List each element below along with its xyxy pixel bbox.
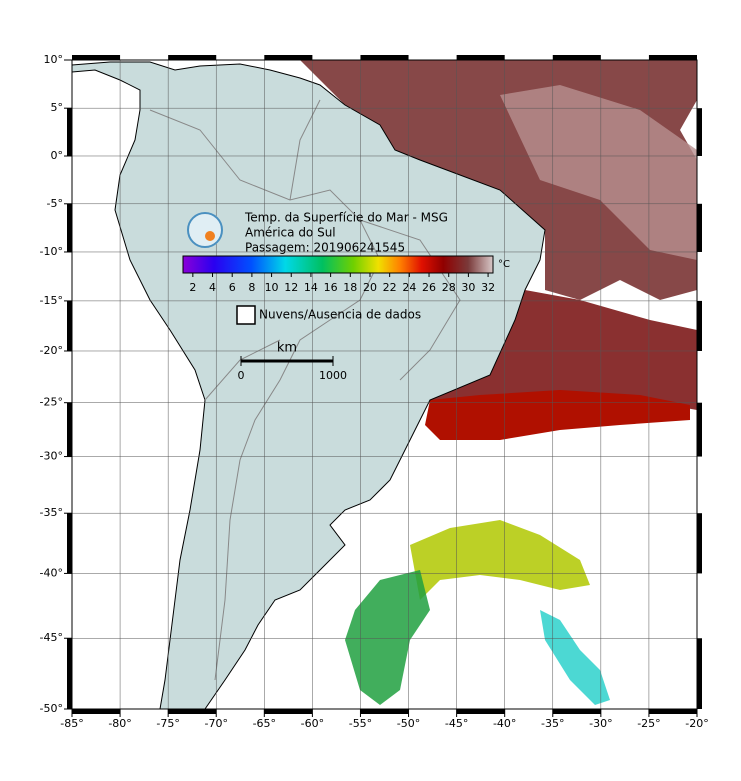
colorbar-ticks: 2 4 6 8 10 12 14 16 18 20 22 24 26 28 30 32: [189, 273, 495, 294]
y-tick-label: 0°: [51, 149, 64, 162]
frame-segment: [168, 55, 217, 60]
colorbar-tick-label: 24: [402, 281, 416, 294]
legend-label: Nuvens/Ausencia de dados: [259, 308, 421, 322]
frame-segment: [697, 108, 702, 156]
colorbar-tick-label: 32: [481, 281, 495, 294]
y-tick-label: -45°: [40, 631, 63, 644]
sst-north-light: [500, 85, 697, 260]
frame-segment: [264, 709, 313, 714]
x-tick-label: -65°: [253, 717, 276, 730]
frame-segment: [72, 709, 121, 714]
x-tick-label: -30°: [589, 717, 612, 730]
frame-segment: [456, 55, 505, 60]
y-tick-label: -50°: [40, 702, 63, 715]
map-content: [72, 60, 697, 709]
frame-segment: [67, 300, 72, 351]
x-tick-label: -75°: [156, 717, 179, 730]
borders: [149, 99, 461, 681]
frame-segment: [67, 402, 72, 457]
y-tick-label: -35°: [40, 506, 63, 519]
frame-segment: [67, 638, 72, 709]
colorbar-tick-label: 20: [363, 281, 377, 294]
colorbar-tick-label: 4: [209, 281, 216, 294]
map-frame: [71, 59, 698, 710]
x-tick-label: -20°: [685, 717, 708, 730]
axes: -85° -80° -75° -70° -65° -60° -55° -50° -45° -40°…: [40, 53, 709, 730]
frame-segment: [168, 709, 217, 714]
frame-segment: [264, 55, 313, 60]
colorbar-tick-label: 2: [189, 281, 196, 294]
frame-segment: [697, 300, 702, 351]
colorbar: [182, 255, 494, 274]
y-tick-label: -30°: [40, 450, 63, 463]
y-tick-label: 5°: [51, 101, 64, 114]
colorbar-tick-label: 30: [461, 281, 475, 294]
map-title: Temp. da Superfície do Mar - MSG: [244, 211, 448, 225]
colorbar-tick-label: 8: [248, 281, 255, 294]
x-tick-label: -80°: [108, 717, 131, 730]
frame-segment: [456, 709, 505, 714]
x-tick-label: -25°: [637, 717, 660, 730]
scale-tick-label: 1000: [319, 369, 347, 382]
colorbar-tick-label: 10: [265, 281, 279, 294]
sst-south-patch: [410, 520, 590, 600]
x-tick-label: -50°: [397, 717, 420, 730]
colorbar-tick-label: 14: [304, 281, 318, 294]
frame-segment: [552, 55, 601, 60]
sst-south-cyan: [540, 610, 610, 705]
frame-segment: [697, 203, 702, 252]
sst-south-green: [345, 570, 430, 705]
colorbar-tick-label: 12: [284, 281, 298, 294]
frame-segment: [360, 55, 409, 60]
colorbar-tick-label: 26: [422, 281, 436, 294]
y-tick-label: -20°: [40, 344, 63, 357]
x-tick-label: -60°: [301, 717, 324, 730]
frame-segment: [360, 709, 409, 714]
map-region: América do Sul: [245, 226, 336, 240]
legend-swatch: [236, 305, 256, 325]
colorbar-tick-label: 22: [383, 281, 397, 294]
frame-segment: [67, 108, 72, 156]
y-tick-label: 10°: [44, 53, 64, 66]
colorbar-unit: °C: [498, 259, 510, 270]
frame-segment: [67, 513, 72, 574]
frame-segment: [648, 55, 697, 60]
y-tick-label: -5°: [47, 197, 63, 210]
x-tick-label: -55°: [349, 717, 372, 730]
x-tick-label: -45°: [445, 717, 468, 730]
scale-unit: km: [277, 341, 297, 356]
x-tick-label: -35°: [541, 717, 564, 730]
logo-sun: [205, 231, 215, 241]
y-tick-label: -15°: [40, 294, 63, 307]
frame-segment: [697, 402, 702, 457]
colorbar-tick-label: 18: [343, 281, 357, 294]
y-tick-label: -40°: [40, 566, 63, 579]
colorbar-tick-label: 16: [324, 281, 338, 294]
y-tick-label: -10°: [40, 245, 63, 258]
frame-segment: [697, 513, 702, 574]
y-tick-label: -25°: [40, 396, 63, 409]
colorbar-tick-label: 6: [229, 281, 236, 294]
frame-segment: [67, 203, 72, 252]
frame-segment: [697, 638, 702, 709]
scale: 0 1000: [238, 356, 347, 382]
frame-segment: [552, 709, 601, 714]
colorbar-tick-label: 28: [442, 281, 456, 294]
frame-segment: [72, 55, 121, 60]
x-tick-label: -70°: [204, 717, 227, 730]
scale-tick-label: 0: [238, 369, 245, 382]
frame-segment: [648, 709, 697, 714]
x-tick-label: -40°: [493, 717, 516, 730]
logo: [187, 212, 223, 248]
x-tick-label: -85°: [60, 717, 83, 730]
map-pass: Passagem: 201906241545: [245, 241, 405, 255]
sst-south-red: [425, 390, 690, 440]
